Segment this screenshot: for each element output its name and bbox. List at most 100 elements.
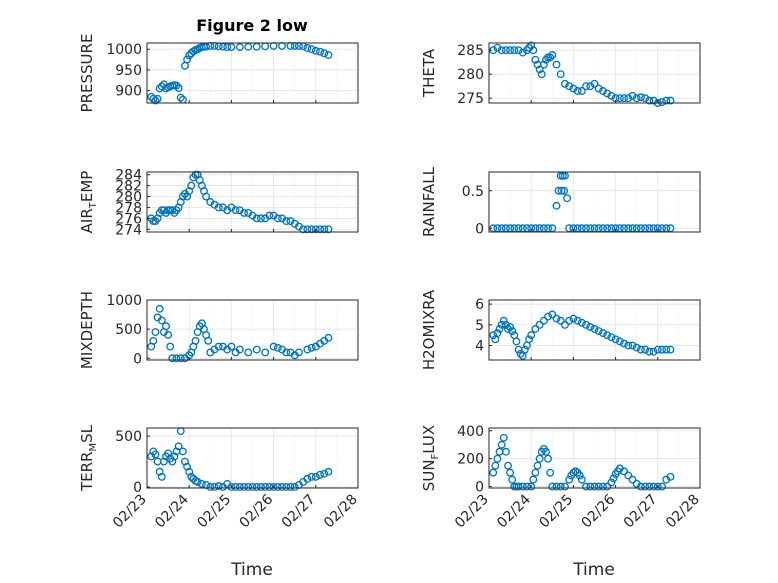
data-point: [320, 469, 329, 478]
data-point: [307, 472, 316, 481]
data-point: [628, 341, 637, 350]
data-point: [170, 452, 179, 461]
data-point: [560, 186, 569, 195]
data-point: [573, 87, 582, 95]
y-tick-label: 275: [457, 91, 484, 107]
data-point: [527, 41, 536, 50]
data-point: [598, 482, 607, 491]
data-point: [214, 203, 223, 212]
data-point: [193, 477, 202, 486]
y-axis-label: THETA: [420, 48, 438, 98]
data-point: [269, 483, 278, 491]
data-point: [563, 194, 572, 203]
data-point: [197, 479, 206, 488]
data-point: [248, 483, 257, 491]
y-tick-label: 400: [457, 424, 484, 440]
data-point: [506, 468, 515, 477]
data-point: [151, 328, 160, 336]
data-point: [641, 482, 650, 491]
data-point: [176, 93, 185, 102]
data-point: [565, 316, 574, 325]
y-tick-label: 500: [115, 429, 142, 445]
data-point: [554, 186, 563, 195]
series-markers: [489, 171, 675, 233]
data-point: [214, 482, 223, 490]
data-point: [168, 457, 177, 466]
data-point: [324, 225, 333, 234]
data-point: [510, 46, 519, 55]
data-point: [282, 217, 291, 226]
data-point: [183, 462, 192, 471]
y-axis-label: MIXDEPTH: [78, 291, 96, 369]
data-point: [645, 96, 654, 105]
data-point: [542, 447, 550, 456]
y-tick-label: 900: [115, 84, 142, 100]
y-tick-label: 1000: [106, 42, 142, 58]
y-axis-label: AIRTEMP: [78, 171, 99, 234]
axes-box: [488, 42, 701, 104]
x-axis-label-left: Time: [230, 560, 273, 580]
x-tick-label: 02/28: [663, 492, 703, 532]
series-markers: [489, 433, 675, 491]
data-point: [155, 304, 164, 313]
data-point: [603, 89, 612, 98]
data-point: [489, 468, 498, 477]
data-point: [561, 79, 569, 88]
subplot-theta: 275 280 285 THETA: [420, 41, 701, 107]
data-point: [561, 482, 569, 491]
y-tick-label: 4: [475, 339, 484, 355]
data-point: [624, 341, 633, 350]
data-point: [573, 316, 582, 325]
axes-box: [488, 171, 701, 233]
data-point: [582, 482, 591, 491]
data-point: [609, 474, 618, 483]
data-point: [149, 94, 158, 103]
data-point: [223, 43, 232, 52]
data-point: [636, 345, 645, 354]
data-point: [185, 467, 194, 476]
data-point: [506, 46, 515, 55]
axes-box: [146, 427, 359, 489]
y-axis-label: H2OMIXRA: [420, 289, 438, 370]
data-point: [586, 322, 595, 331]
data-point: [244, 483, 253, 491]
y-axis-label: PRESSURE: [78, 34, 96, 113]
series-markers: [489, 41, 675, 107]
data-point: [512, 337, 521, 346]
data-point: [548, 310, 557, 319]
data-point: [662, 345, 671, 354]
x-tick-label: 02/26: [579, 491, 619, 531]
data-point: [157, 316, 166, 325]
subplot-mixdepth: 0 500 1000 MIXDEPTH: [78, 291, 359, 369]
data-point: [649, 482, 658, 491]
data-point: [240, 208, 249, 217]
axes-box: [488, 299, 701, 361]
data-point: [624, 471, 633, 480]
data-point: [546, 468, 555, 477]
x-tick-label: 02/28: [321, 492, 361, 532]
data-point: [316, 47, 324, 56]
data-point: [658, 345, 666, 354]
data-point: [299, 42, 308, 51]
data-point: [282, 348, 291, 357]
data-point: [603, 331, 612, 340]
data-point: [529, 475, 538, 484]
data-point: [535, 320, 544, 329]
data-point: [552, 201, 561, 210]
data-point: [202, 192, 211, 201]
data-point: [542, 55, 550, 64]
data-point: [506, 322, 515, 331]
data-point: [598, 329, 607, 338]
data-point: [311, 225, 320, 234]
data-point: [611, 335, 620, 344]
y-tick-label: 0: [475, 221, 484, 237]
data-point: [162, 322, 170, 331]
data-point: [552, 314, 561, 323]
data-point: [544, 312, 553, 321]
data-point: [303, 225, 312, 234]
data-point: [620, 339, 628, 348]
data-point: [166, 342, 175, 351]
data-point: [149, 336, 158, 345]
data-point: [235, 345, 244, 354]
